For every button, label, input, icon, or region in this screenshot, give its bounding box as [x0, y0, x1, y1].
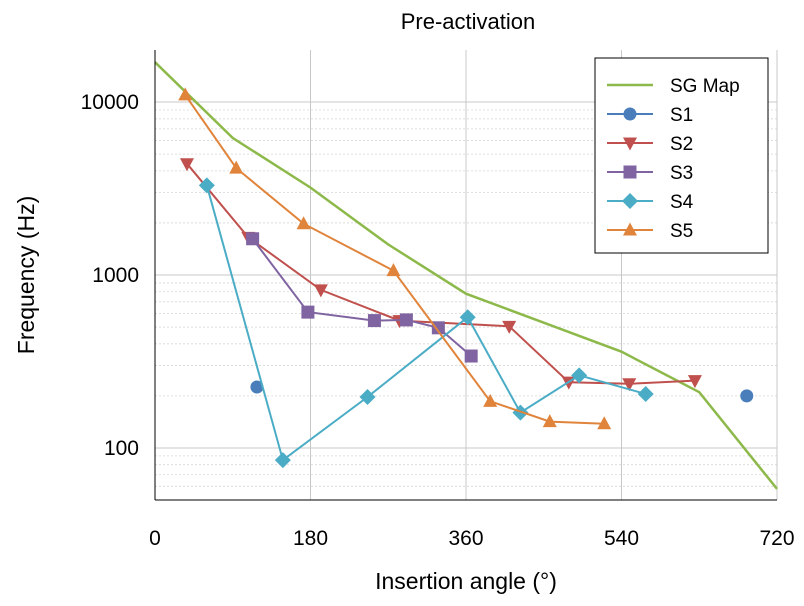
data-point-s2	[622, 378, 637, 392]
y-tick-label: 100	[104, 437, 139, 460]
legend-label: S1	[670, 105, 693, 126]
x-tick-label: 360	[448, 527, 483, 550]
data-point-s2	[179, 158, 194, 172]
y-tick-label: 10000	[81, 91, 139, 114]
axes: 100 1000 10000 0 180 360 540 720	[81, 50, 795, 550]
legend-swatch-marker	[623, 222, 637, 236]
x-tick-label: 180	[293, 527, 328, 550]
legend-swatch-marker	[623, 107, 637, 121]
series-line-sg-map	[154, 61, 778, 490]
data-point-s1	[250, 380, 264, 394]
legend-swatch-marker	[622, 193, 638, 209]
data-point-s2	[313, 284, 328, 298]
legend-swatch-marker	[623, 165, 637, 179]
data-point-s4	[571, 367, 588, 384]
y-axis-title: Frequency (Hz)	[13, 196, 39, 354]
data-point-s4	[274, 452, 291, 469]
x-axis-title: Insertion angle (°)	[375, 568, 557, 594]
y-tick-label: 1000	[92, 264, 139, 287]
legend-label: S4	[670, 192, 694, 213]
series-s5	[178, 87, 612, 430]
data-point-s4	[359, 389, 376, 406]
data-point-s5	[296, 216, 311, 230]
series-layer	[154, 61, 778, 490]
legend-entry-sg-map: SG Map	[607, 76, 740, 97]
data-point-s3	[431, 321, 445, 335]
series-s3	[246, 232, 478, 363]
data-point-s3	[399, 313, 413, 327]
legend-entry-s3: S3	[607, 163, 693, 184]
chart-title: Pre-activation	[401, 9, 536, 34]
series-line-s3	[251, 238, 472, 357]
data-point-s3	[367, 314, 381, 328]
legend-box	[594, 57, 769, 254]
legend-label: S2	[670, 134, 693, 155]
series-s4	[198, 177, 654, 469]
legend-entry-s4: S4	[607, 192, 694, 213]
data-point-s3	[301, 305, 315, 319]
data-point-s5	[178, 87, 193, 101]
legend: SG Map S1 S2 S3 S4 S5	[594, 57, 769, 254]
data-point-s1	[740, 389, 754, 403]
data-point-s4	[637, 386, 654, 403]
data-point-s4	[198, 177, 215, 194]
data-point-s2	[687, 375, 702, 389]
x-tick-label: 540	[604, 527, 639, 550]
data-point-s5	[597, 416, 612, 430]
series-s1	[250, 380, 754, 403]
data-point-s5	[386, 263, 401, 277]
legend-entry-s5: S5	[607, 221, 693, 242]
series-line-s2	[186, 163, 695, 385]
data-point-s5	[483, 393, 498, 407]
series-sg-map	[154, 61, 778, 490]
legend-swatch-marker	[623, 137, 637, 151]
legend-entry-s2: S2	[607, 134, 693, 155]
data-point-s5	[542, 414, 557, 428]
legend-label: SG Map	[670, 76, 740, 97]
legend-label: S3	[670, 163, 693, 184]
x-tick-label: 0	[149, 527, 161, 550]
data-point-s2	[502, 320, 517, 334]
legend-entry-s1: S1	[607, 105, 693, 126]
data-point-s4	[459, 309, 476, 326]
data-point-s3	[464, 349, 478, 363]
data-point-s3	[246, 232, 260, 246]
legend-label: S5	[670, 221, 693, 242]
x-tick-label: 720	[759, 527, 794, 550]
data-point-s5	[229, 160, 244, 174]
